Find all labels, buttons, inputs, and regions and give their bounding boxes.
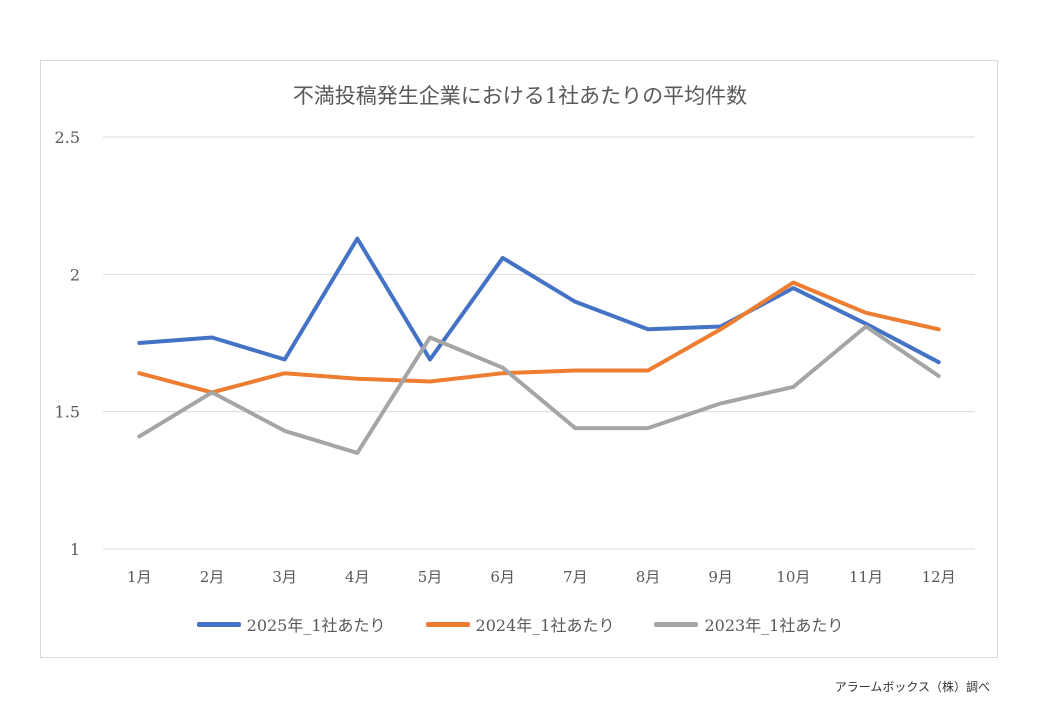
chart-legend: 2025年_1社あたり 2024年_1社あたり 2023年_1社あたり (0, 612, 1040, 636)
source-note: アラームボックス（株）調べ (834, 680, 990, 694)
legend-item-2: 2024年_1社あたり (425, 612, 615, 636)
y-tick-label: 1 (70, 540, 80, 559)
series-line-3 (137, 324, 941, 455)
x-tick-label: 1月 (127, 568, 152, 586)
y-tick-label: 2.5 (55, 128, 80, 147)
legend-swatch (425, 621, 470, 627)
y-tick-label: 1.5 (55, 403, 80, 422)
y-tick-label: 2 (70, 265, 80, 284)
x-tick-label: 4月 (345, 568, 370, 586)
x-tick-label: 10月 (776, 568, 810, 586)
legend-label: 2025年_1社あたり (246, 616, 386, 635)
x-tick-label: 5月 (418, 568, 443, 586)
legend-item-3: 2023年_1社あたり (654, 612, 843, 636)
chart-frame (40, 60, 998, 658)
legend-label: 2023年_1社あたり (704, 616, 844, 635)
legend-swatch (196, 621, 241, 627)
x-tick-label: 9月 (708, 568, 733, 586)
series-line-1 (137, 236, 941, 365)
x-tick-label: 12月 (922, 568, 956, 586)
legend-item-1: 2025年_1社あたり (196, 612, 386, 636)
x-tick-label: 6月 (490, 568, 515, 586)
x-tick-label: 7月 (563, 568, 588, 586)
x-tick-label: 3月 (272, 568, 297, 586)
legend-swatch (654, 621, 699, 627)
series-line-2 (137, 280, 941, 395)
x-tick-label: 11月 (849, 568, 883, 586)
chart-title: 不満投稿発生企業における1社あたりの平均件数 (292, 84, 748, 108)
x-tick-label: 8月 (636, 568, 661, 586)
x-tick-label: 2月 (200, 568, 225, 586)
legend-label: 2024年_1社あたり (475, 616, 615, 635)
